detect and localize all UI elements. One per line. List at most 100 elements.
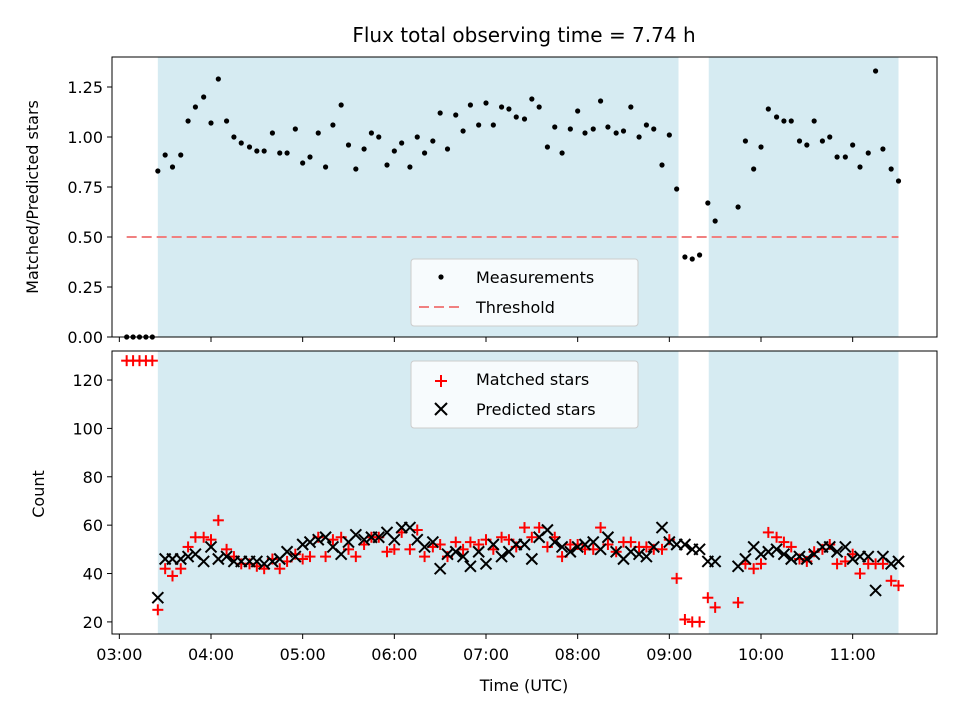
measurement-point: [414, 134, 420, 140]
matched-star-point: [595, 522, 607, 534]
matched-star-point: [146, 355, 158, 367]
matched-star-point: [771, 531, 783, 543]
measurement-point: [155, 168, 161, 174]
top-legend: Measurements Threshold: [410, 258, 639, 327]
matched-star-point: [709, 601, 721, 613]
measurement-point: [788, 118, 794, 124]
measurement-point: [842, 154, 848, 160]
matched-star-point: [671, 572, 683, 584]
measurement-point: [751, 166, 757, 172]
measurement-point: [444, 146, 451, 152]
measurement-point: [421, 150, 428, 156]
predicted-star-point: [372, 531, 385, 544]
matched-star-point: [182, 541, 194, 553]
matched-star-point: [274, 563, 286, 575]
measurement-point: [696, 252, 703, 258]
predicted-star-point: [197, 555, 210, 568]
predicted-star-point: [433, 562, 447, 575]
bottom-y-tick-label: 100: [72, 419, 103, 438]
measurement-point: [476, 122, 482, 128]
measurement-point: [796, 138, 803, 144]
measurement-point: [651, 126, 657, 132]
measurement-point: [620, 128, 627, 134]
matched-star-point: [198, 531, 210, 543]
measurement-point: [506, 106, 512, 112]
top-y-axis-label: Matched/Predicted stars: [23, 100, 42, 294]
measurement-point: [605, 124, 611, 130]
measurement-point: [742, 138, 749, 144]
bottom-legend: Matched stars Predicted stars: [410, 360, 639, 429]
measurement-point: [865, 150, 871, 156]
predicted-star-point: [777, 547, 791, 561]
measurement-point: [284, 150, 290, 156]
top-x-ticks: [118, 337, 854, 342]
measurement-point: [659, 162, 665, 168]
measurement-point: [498, 104, 505, 110]
measurement-point: [368, 130, 375, 136]
bottom-y-tick-label: 20: [83, 613, 103, 632]
predicted-star-point: [541, 523, 554, 537]
predicted-star-point: [632, 547, 646, 561]
predicted-star-point: [601, 531, 615, 544]
measurement-point: [223, 118, 230, 124]
bottom-x-ticks: 03:00 04:00 05:00 06:00 07:00 08:00 09:00 10:00…: [96, 634, 876, 664]
matched-star-point: [732, 597, 744, 609]
measurement-point: [590, 126, 596, 132]
measurement-point: [567, 126, 573, 132]
measurement-point: [315, 130, 321, 136]
predicted-star-point: [312, 533, 325, 546]
predicted-star-point: [624, 545, 638, 558]
predicted-star-point: [472, 545, 485, 558]
measurement-point: [674, 186, 680, 192]
measurement-point: [330, 122, 336, 128]
measurement-point: [192, 104, 199, 110]
measurement-point: [529, 96, 535, 102]
measurement-point: [582, 130, 588, 136]
measurement-point: [178, 152, 184, 158]
x-tick-label: 03:00: [96, 645, 142, 664]
measurement-point: [682, 254, 688, 260]
measurement-point: [536, 104, 542, 110]
predicted-star-point: [357, 533, 371, 546]
matched-star-point: [526, 531, 538, 543]
matched-star-point: [854, 568, 866, 580]
measurement-point: [857, 164, 863, 170]
matched-star-point: [175, 563, 187, 575]
top-y-ticks: 0.00 0.25 0.50 0.75 1.00 1.25: [67, 78, 112, 347]
measurement-point: [300, 160, 306, 166]
predicted-star-point: [280, 545, 294, 558]
measurement-point: [712, 218, 718, 224]
predicted-star-point: [678, 538, 692, 551]
measurement-point: [430, 138, 436, 144]
predicted-star-point: [578, 538, 592, 551]
predicted-star-point: [762, 545, 775, 558]
matched-star-point: [877, 558, 889, 570]
measurement-point: [169, 164, 176, 170]
predicted-star-point: [349, 528, 363, 542]
measurement-point: [643, 122, 650, 128]
predicted-star-point: [464, 560, 477, 573]
matched-star-point: [702, 592, 714, 604]
measurement-point: [735, 204, 741, 210]
measurements-legend-label: Measurements: [476, 268, 594, 287]
measurement-point: [338, 102, 344, 108]
predicted-star-point: [403, 521, 417, 534]
bottom-y-tick-label: 120: [72, 371, 103, 390]
measurement-point: [765, 106, 771, 112]
x-tick-label: 06:00: [371, 645, 417, 664]
measurement-point: [597, 98, 604, 104]
measurement-point: [544, 144, 551, 150]
measurement-point: [460, 128, 466, 134]
measurement-point: [628, 104, 634, 110]
predicted-star-point: [793, 550, 806, 563]
measurement-point: [307, 154, 313, 160]
matched-star-point: [167, 570, 178, 582]
predicted-star-point: [212, 552, 225, 566]
predicted-star-point: [449, 545, 462, 558]
measurement-point: [773, 114, 780, 120]
matched-star-point: [533, 522, 545, 534]
predicted-stars-points: [151, 521, 905, 604]
matched-star-point: [885, 575, 897, 587]
measurement-point: [804, 142, 810, 148]
measurement-point: [246, 144, 253, 150]
